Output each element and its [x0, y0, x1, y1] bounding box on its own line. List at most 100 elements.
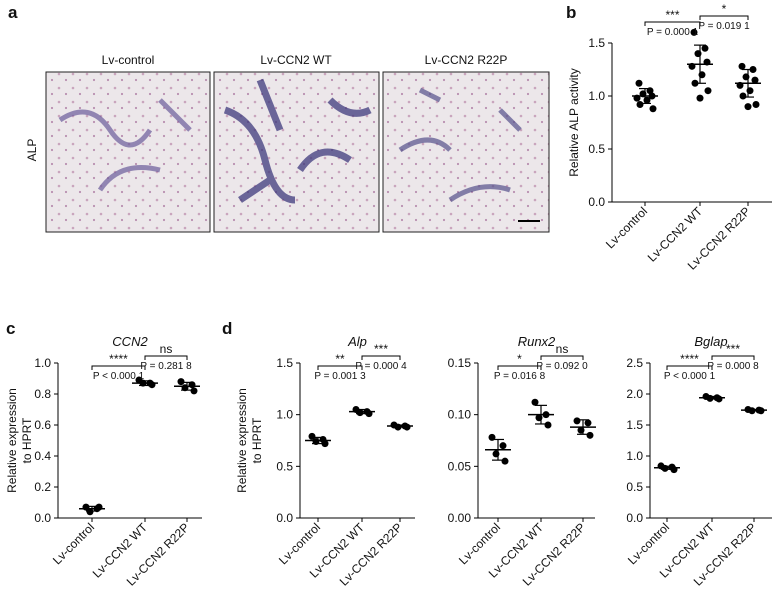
- x-tick-label: Lv-control: [625, 520, 672, 567]
- data-point: [321, 440, 329, 448]
- p-value: P < 0.000 1: [93, 371, 145, 382]
- y-axis-label: to HPRT: [250, 417, 264, 463]
- p-value: P = 0.001 3: [314, 371, 366, 382]
- y-tick-label: 1.0: [34, 356, 51, 370]
- y-tick-label: 0.2: [34, 480, 51, 494]
- panel-letter: b: [566, 3, 576, 22]
- significance-bracket: [644, 21, 701, 26]
- y-tick-label: 2.0: [626, 387, 643, 401]
- y-tick-label: 1.0: [588, 89, 605, 103]
- significance-stars: ns: [160, 342, 173, 356]
- data-point: [499, 442, 507, 450]
- data-point: [308, 432, 316, 440]
- y-tick-label: 0.8: [34, 387, 51, 401]
- y-axis-label: Relative ALP activity: [567, 68, 581, 177]
- y-axis-label: Relative expression: [5, 388, 19, 493]
- significance-stars: *: [517, 352, 522, 366]
- y-axis-label: Relative expression: [235, 388, 249, 493]
- p-value: P = 0.281 8: [140, 361, 192, 372]
- x-tick-label: Lv-control: [603, 204, 650, 251]
- data-point: [690, 28, 698, 36]
- data-point: [177, 378, 185, 386]
- y-tick-label: 0.0: [626, 511, 643, 525]
- y-tick-label: 1.0: [626, 449, 643, 463]
- micrograph: [213, 71, 380, 233]
- significance-stars: ***: [374, 342, 388, 356]
- significance-bracket: [361, 355, 401, 360]
- chart-title: Bglap: [694, 334, 727, 349]
- significance-bracket: [144, 355, 188, 360]
- micrograph: [382, 71, 550, 233]
- y-tick-label: 0.05: [448, 459, 472, 473]
- significance-stars: **: [335, 352, 345, 366]
- y-axis-label: to HPRT: [20, 417, 34, 463]
- y-tick-label: 0.00: [448, 511, 472, 525]
- data-point: [696, 94, 704, 102]
- data-point: [704, 87, 712, 95]
- y-tick-label: 1.5: [626, 418, 643, 432]
- panel-letter: d: [222, 319, 232, 338]
- p-value: P = 0.000 4: [355, 361, 407, 372]
- data-point: [586, 431, 594, 439]
- y-tick-label: 0.5: [276, 459, 293, 473]
- data-point: [739, 92, 747, 100]
- data-point: [531, 398, 539, 406]
- image-label: Lv-CCN2 R22P: [425, 53, 508, 67]
- stain: [58, 98, 192, 192]
- x-tick-label: Lv-control: [50, 520, 97, 567]
- y-tick-label: 0.6: [34, 418, 51, 432]
- significance-bracket: [497, 365, 542, 370]
- chart-title: CCN2: [112, 334, 148, 349]
- y-tick-label: 0.0: [276, 511, 293, 525]
- micrograph: [45, 71, 211, 233]
- data-point: [148, 381, 156, 389]
- data-point: [635, 79, 643, 87]
- data-point: [190, 387, 198, 395]
- micrographs: [45, 71, 550, 233]
- data-point: [95, 503, 103, 511]
- significance-bracket: [540, 355, 584, 360]
- p-value: P = 0.000 8: [707, 361, 759, 372]
- y-tick-label: 0.0: [34, 511, 51, 525]
- image-label: Lv-CCN2 WT: [260, 53, 332, 67]
- y-tick-label: 0.10: [448, 408, 472, 422]
- p-value: P < 0.000 1: [664, 371, 716, 382]
- significance-bracket: [711, 355, 755, 360]
- p-value: P = 0.092 0: [536, 361, 588, 372]
- p-value: P = 0.000 1: [647, 27, 699, 38]
- stain: [398, 87, 522, 203]
- panel-letter: a: [8, 3, 18, 22]
- y-tick-label: 0.4: [34, 449, 51, 463]
- significance-bracket: [91, 365, 146, 370]
- significance-stars: ****: [680, 352, 699, 366]
- data-point: [584, 419, 592, 427]
- data-point: [744, 103, 752, 111]
- significance-bracket: [317, 365, 363, 370]
- y-tick-label: 0.5: [588, 142, 605, 156]
- y-tick-label: 1.5: [588, 36, 605, 50]
- y-tick-label: 1.0: [276, 408, 293, 422]
- y-tick-label: 0.0: [588, 195, 605, 209]
- data-point: [544, 421, 552, 429]
- y-tick-label: 0.5: [626, 480, 643, 494]
- chart-title: Runx2: [518, 334, 556, 349]
- significance-stars: ***: [726, 342, 740, 356]
- chart-title: Alp: [347, 334, 367, 349]
- data-point: [751, 76, 759, 84]
- image-row-label: ALP: [25, 139, 39, 162]
- y-tick-label: 1.5: [276, 356, 293, 370]
- data-point: [636, 100, 644, 108]
- p-value: P = 0.016 8: [494, 371, 546, 382]
- significance-bracket: [699, 15, 749, 20]
- data-point: [752, 100, 760, 108]
- significance-stars: ****: [109, 352, 128, 366]
- stain: [223, 78, 372, 204]
- p-value: P = 0.019 1: [698, 21, 750, 32]
- significance-stars: ***: [665, 8, 679, 22]
- significance-stars: ns: [556, 342, 569, 356]
- data-point: [649, 105, 657, 113]
- data-point: [501, 457, 509, 465]
- data-point: [701, 44, 709, 52]
- y-tick-label: 2.5: [626, 356, 643, 370]
